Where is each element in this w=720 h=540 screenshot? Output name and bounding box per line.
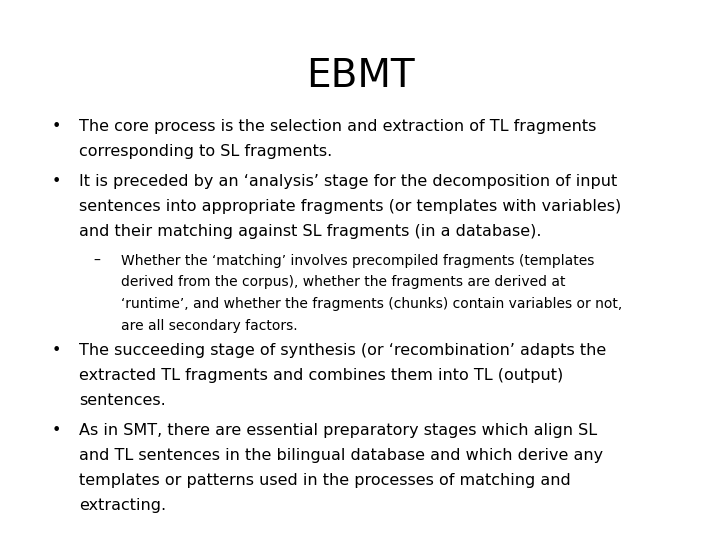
Text: –: – (94, 254, 101, 268)
Text: The succeeding stage of synthesis (or ‘recombination’ adapts the: The succeeding stage of synthesis (or ‘r… (79, 343, 606, 359)
Text: corresponding to SL fragments.: corresponding to SL fragments. (79, 144, 333, 159)
Text: It is preceded by an ‘analysis’ stage for the decomposition of input: It is preceded by an ‘analysis’ stage fo… (79, 174, 618, 189)
Text: derived from the corpus), whether the fragments are derived at: derived from the corpus), whether the fr… (121, 275, 565, 289)
Text: are all secondary factors.: are all secondary factors. (121, 319, 297, 333)
Text: ‘runtime’, and whether the fragments (chunks) contain variables or not,: ‘runtime’, and whether the fragments (ch… (121, 297, 622, 311)
Text: sentences.: sentences. (79, 393, 166, 408)
Text: •: • (52, 174, 61, 189)
Text: and TL sentences in the bilingual database and which derive any: and TL sentences in the bilingual databa… (79, 448, 603, 463)
Text: Whether the ‘matching’ involves precompiled fragments (templates: Whether the ‘matching’ involves precompi… (121, 254, 594, 268)
Text: sentences into appropriate fragments (or templates with variables): sentences into appropriate fragments (or… (79, 199, 621, 214)
Text: and their matching against SL fragments (in a database).: and their matching against SL fragments … (79, 224, 541, 239)
Text: EBMT: EBMT (306, 57, 414, 94)
Text: As in SMT, there are essential preparatory stages which align SL: As in SMT, there are essential preparato… (79, 423, 598, 438)
Text: extracted TL fragments and combines them into TL (output): extracted TL fragments and combines them… (79, 368, 564, 383)
Text: •: • (52, 343, 61, 359)
Text: •: • (52, 119, 61, 134)
Text: templates or patterns used in the processes of matching and: templates or patterns used in the proces… (79, 473, 571, 488)
Text: extracting.: extracting. (79, 498, 166, 513)
Text: The core process is the selection and extraction of TL fragments: The core process is the selection and ex… (79, 119, 597, 134)
Text: •: • (52, 423, 61, 438)
